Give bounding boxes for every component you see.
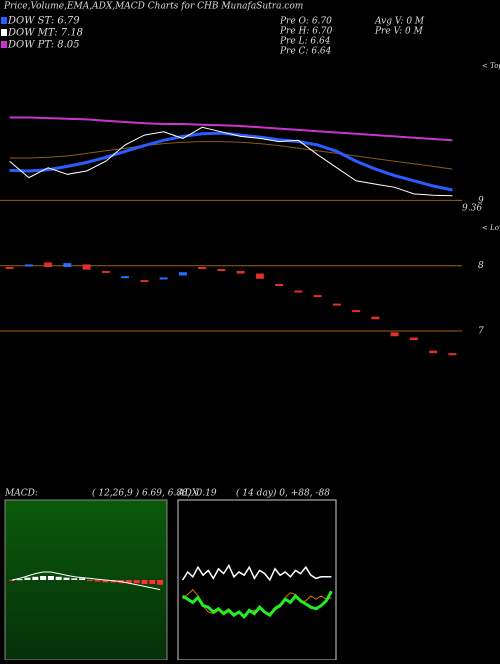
candle-body bbox=[82, 264, 91, 270]
legend-swatch bbox=[1, 29, 7, 36]
adx-panel bbox=[177, 499, 337, 661]
prev-low: Pre L: 6.64 bbox=[279, 37, 331, 47]
macd-histogram bbox=[63, 577, 70, 580]
candle-body bbox=[390, 332, 399, 337]
candle-body bbox=[217, 268, 226, 271]
candle-body bbox=[409, 337, 418, 341]
legend-mt: DOW MT: 7.18 bbox=[7, 28, 83, 39]
candle-body bbox=[294, 290, 303, 293]
prev-volume: Pre V: 0 M bbox=[374, 27, 424, 37]
legend-swatch bbox=[1, 17, 7, 24]
macd-histogram bbox=[141, 580, 148, 584]
adx-subtitle: ( 14 day) 0, +88, -88 bbox=[236, 488, 330, 499]
series-line bbox=[9, 126, 453, 197]
macd-histogram bbox=[94, 580, 101, 582]
y-tick-label: 9 bbox=[478, 196, 484, 206]
prev-close: Pre C: 6.64 bbox=[279, 47, 332, 57]
avg-volume: Avg V: 0 M bbox=[374, 17, 425, 27]
series-line bbox=[11, 571, 161, 591]
series-line bbox=[9, 116, 453, 142]
macd-histogram bbox=[149, 580, 156, 584]
tops-label: < Tops bbox=[482, 62, 500, 70]
candle-body bbox=[313, 295, 322, 298]
macd-histogram bbox=[40, 576, 47, 580]
macd-histogram bbox=[71, 578, 78, 580]
series-line bbox=[9, 141, 453, 170]
macd-histogram bbox=[32, 576, 39, 580]
macd-histogram bbox=[102, 580, 109, 583]
candle-body bbox=[24, 264, 33, 267]
macd-histogram bbox=[133, 580, 140, 584]
macd-histogram bbox=[86, 580, 93, 581]
candle-body bbox=[275, 284, 284, 286]
lows-label: < Lows bbox=[482, 224, 500, 232]
candle-body bbox=[63, 263, 72, 268]
macd-panel bbox=[4, 499, 168, 661]
candle-body bbox=[121, 276, 130, 279]
macd-histogram bbox=[24, 577, 31, 580]
legend-swatch bbox=[1, 41, 7, 48]
last-label: 9.36 bbox=[462, 204, 482, 214]
adx-title: ADX bbox=[177, 489, 199, 499]
macd-subtitle: ( 12,26,9 ) 6.69, 6.88, -0.19 bbox=[92, 488, 217, 499]
prev-open: Pre O: 6.70 bbox=[279, 17, 332, 27]
candle-body bbox=[159, 277, 168, 280]
candle-body bbox=[178, 272, 187, 276]
macd-histogram bbox=[55, 576, 62, 580]
macd-histogram bbox=[125, 580, 132, 584]
macd-title: MACD: bbox=[4, 489, 38, 499]
candle-body bbox=[255, 273, 264, 279]
y-tick-label: 7 bbox=[478, 327, 484, 337]
legend-st: DOW ST: 6.79 bbox=[7, 16, 80, 27]
candle-body bbox=[198, 267, 207, 270]
candle-body bbox=[429, 350, 438, 354]
macd-histogram bbox=[79, 578, 86, 580]
candle-body bbox=[44, 262, 53, 268]
legend-pt: DOW PT: 8.05 bbox=[7, 40, 80, 51]
candle-body bbox=[140, 280, 149, 283]
candle-body bbox=[5, 267, 14, 270]
macd-histogram bbox=[47, 576, 54, 580]
macd-histogram bbox=[8, 580, 15, 581]
candle-body bbox=[371, 316, 380, 320]
series-line bbox=[181, 590, 333, 619]
macd-histogram bbox=[16, 579, 23, 581]
candle-body bbox=[332, 303, 341, 306]
page-title: Price,Volume,EMA,ADX,MACD Charts for CHB… bbox=[3, 2, 303, 12]
candle-body bbox=[101, 270, 110, 273]
candle-body bbox=[352, 310, 361, 313]
macd-histogram bbox=[157, 580, 164, 585]
series-line bbox=[181, 564, 332, 582]
candle-body bbox=[448, 353, 457, 356]
candle-body bbox=[236, 270, 245, 274]
prev-high: Pre H: 6.70 bbox=[279, 27, 333, 37]
y-tick-label: 8 bbox=[478, 261, 484, 271]
